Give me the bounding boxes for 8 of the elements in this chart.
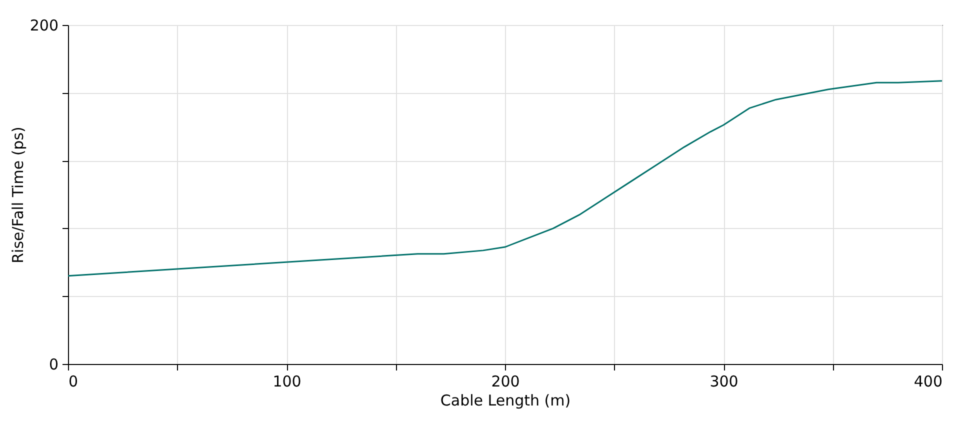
- x-tick-label: 0: [68, 372, 78, 390]
- x-axis-title: Cable Length (m): [440, 392, 571, 410]
- x-tick-label: 100: [272, 372, 302, 390]
- x-tick-label: 200: [491, 372, 520, 390]
- y-axis-title: Rise/Fall Time (ps): [8, 126, 27, 264]
- line-series: [67, 80, 943, 277]
- x-tick-label: 300: [710, 372, 738, 390]
- x-tick-label: 400: [914, 372, 942, 390]
